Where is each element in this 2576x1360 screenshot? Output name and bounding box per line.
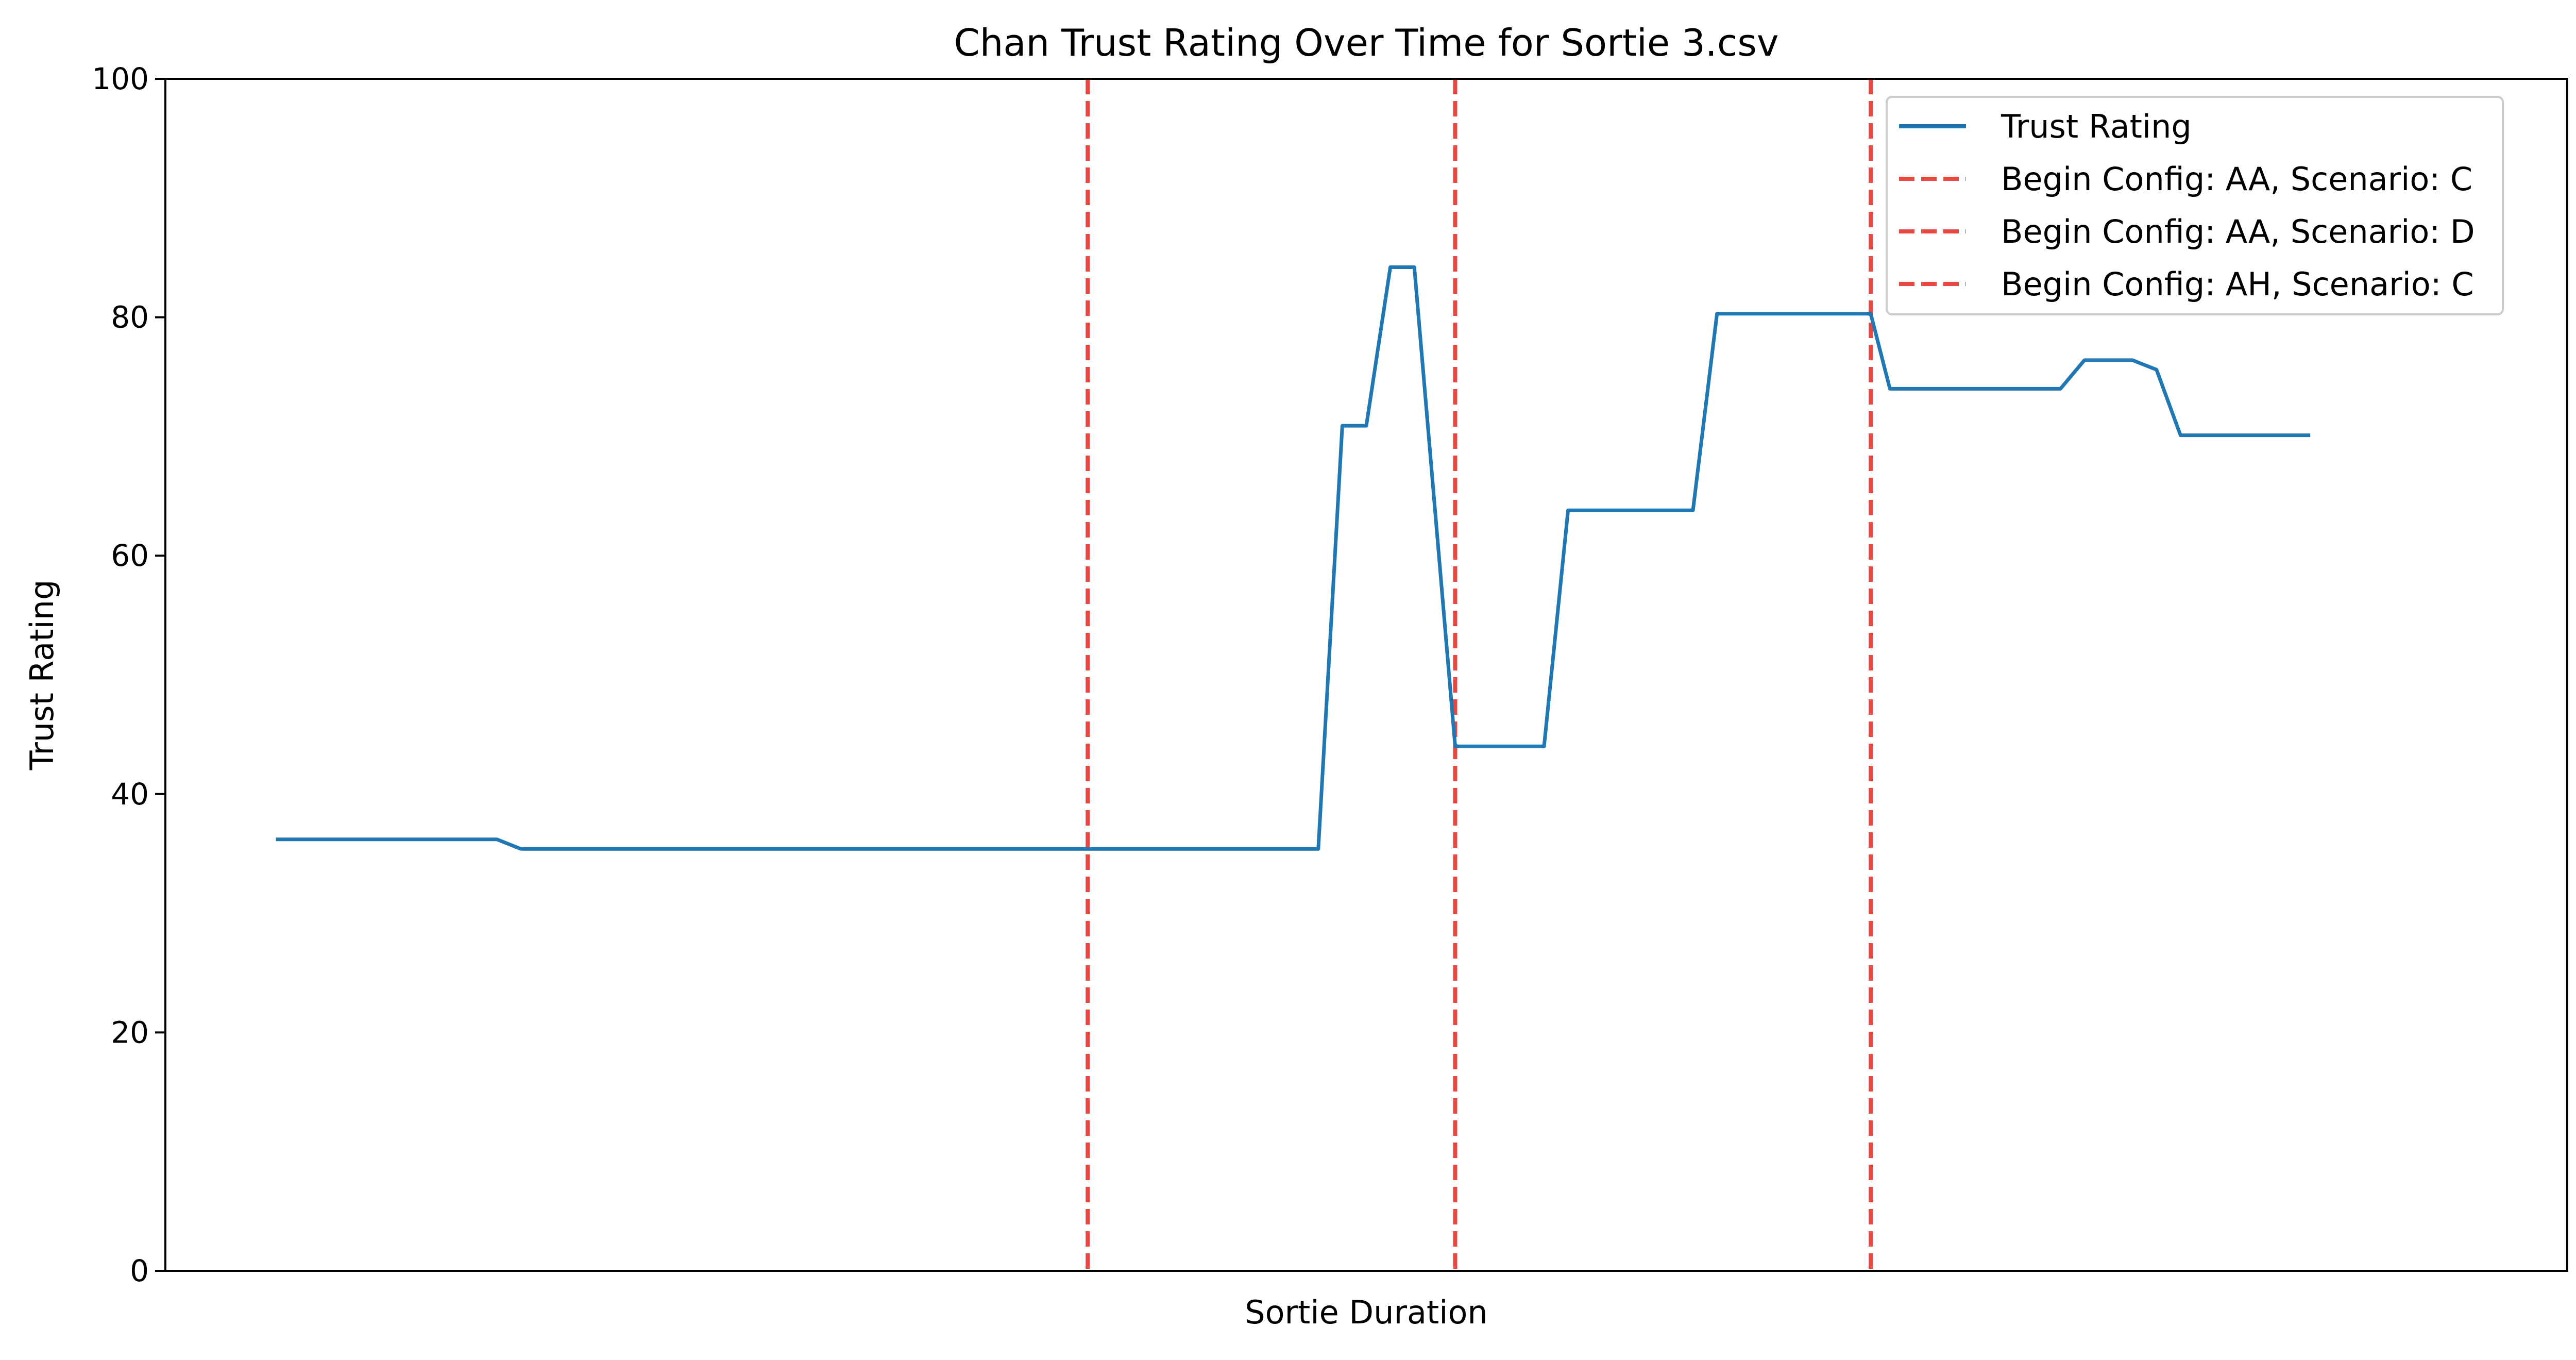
y-tick-label: 100 [92,61,149,96]
vertical-markers [1086,79,1873,1271]
plot-area-frame [164,78,2568,1272]
legend-entry-label: Begin Config: AH, Scenario: C [2001,265,2474,303]
y-tick-label: 80 [111,300,149,335]
y-ticks: 0 20 40 60 80 100 [92,61,165,1288]
legend-entry-label: Begin Config: AA, Scenario: C [2001,160,2472,198]
y-tick-label: 40 [111,777,149,812]
legend: Trust Rating Begin Config: AA, Scenario: … [1886,96,2504,315]
legend-box [1886,96,2504,315]
chart-title: Chan Trust Rating Over Time for Sortie 3… [954,21,1778,64]
legend-entry-label: Begin Config: AA, Scenario: D [2001,213,2475,250]
y-tick-label: 0 [130,1253,149,1288]
series-lines [276,265,2311,851]
y-tick-label: 60 [111,538,149,573]
series-line-1 [276,265,2311,851]
y-tick-label: 20 [111,1015,149,1050]
y-axis-label: Trust Rating [23,580,61,771]
x-axis-label: Sortie Duration [1245,1294,1487,1331]
legend-entry-label: Trust Rating [2001,108,2192,145]
